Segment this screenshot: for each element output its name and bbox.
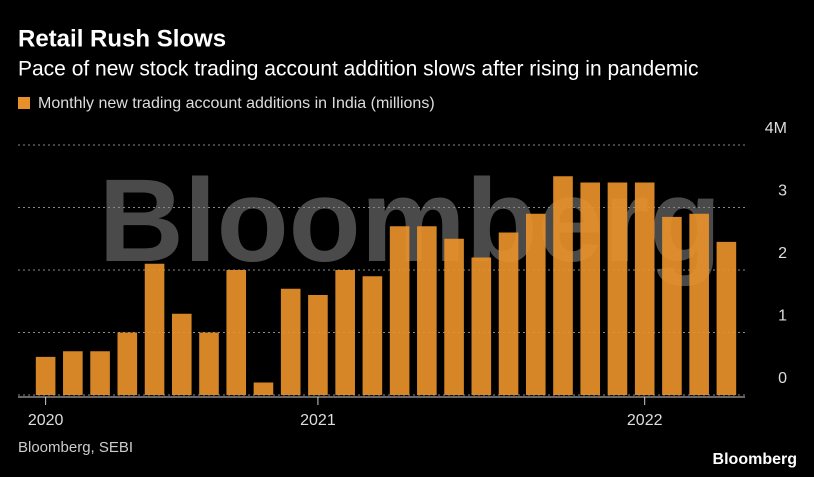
bar — [335, 270, 355, 395]
bar — [471, 257, 492, 395]
bar — [226, 270, 247, 395]
bar — [498, 232, 519, 395]
y-tick-label: 4M — [765, 120, 787, 137]
bar — [117, 332, 138, 395]
bar — [389, 226, 410, 395]
logo: Bloomberg — [713, 451, 797, 468]
chart-subtitle: Pace of new stock trading account additi… — [18, 58, 699, 81]
bar — [662, 216, 682, 395]
bar — [634, 182, 655, 395]
bar — [253, 382, 274, 395]
bar — [199, 332, 219, 395]
x-tick-label: 2021 — [300, 412, 336, 429]
bar — [35, 356, 56, 395]
bar — [553, 176, 573, 395]
source: Bloomberg, SEBI — [18, 439, 133, 456]
bar — [63, 351, 83, 395]
y-tick-label: 0 — [778, 370, 787, 387]
chart-title: Retail Rush Slows — [18, 25, 226, 52]
bar — [280, 288, 301, 395]
legend-swatch — [18, 97, 30, 109]
y-tick-label: 3 — [778, 183, 787, 200]
y-tick-label: 2 — [778, 245, 787, 262]
watermark: Bloomberg — [99, 155, 722, 287]
bar — [417, 226, 437, 395]
bar — [716, 241, 737, 395]
bar — [171, 313, 192, 395]
legend-label: Monthly new trading account additions in… — [38, 95, 435, 112]
bar — [90, 351, 110, 395]
bar — [525, 213, 546, 395]
bar — [580, 182, 601, 395]
bar — [444, 238, 464, 395]
y-tick-label: 1 — [778, 308, 787, 325]
bar — [362, 276, 383, 395]
bar — [308, 295, 328, 395]
x-tick-label: 2022 — [627, 412, 663, 429]
bar — [144, 263, 165, 395]
x-tick-label: 2020 — [28, 412, 64, 429]
bar — [689, 213, 709, 395]
bar — [607, 182, 628, 395]
